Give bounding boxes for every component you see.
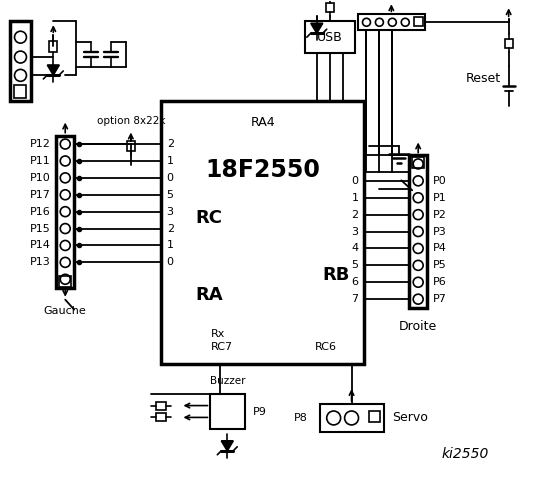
Text: RC: RC	[195, 209, 222, 227]
Text: 6: 6	[352, 277, 358, 287]
Text: P14: P14	[29, 240, 50, 251]
Text: P5: P5	[433, 260, 447, 270]
Bar	[326, 3, 333, 12]
Text: Rx: Rx	[210, 329, 225, 339]
Bar	[320, 404, 384, 432]
Text: Gauche: Gauche	[44, 306, 87, 316]
Polygon shape	[311, 23, 323, 33]
Text: P10: P10	[29, 173, 50, 183]
Text: 4: 4	[351, 243, 358, 253]
Text: P7: P7	[433, 294, 447, 304]
Bar	[161, 101, 364, 364]
Polygon shape	[48, 65, 59, 75]
Bar	[13, 85, 27, 98]
Text: P16: P16	[29, 207, 50, 216]
Text: 5: 5	[352, 260, 358, 270]
Text: 1: 1	[166, 156, 174, 166]
Text: 7: 7	[351, 294, 358, 304]
Bar	[156, 402, 166, 409]
Text: P6: P6	[433, 277, 447, 287]
Bar	[59, 276, 71, 287]
Text: 18F2550: 18F2550	[205, 158, 320, 182]
Text: option 8x22k: option 8x22k	[97, 116, 165, 126]
Text: P11: P11	[29, 156, 50, 166]
Text: 1: 1	[352, 193, 358, 203]
Text: RC6: RC6	[315, 342, 337, 352]
Bar	[127, 141, 135, 151]
Text: USB: USB	[317, 31, 342, 44]
Text: 3: 3	[166, 207, 174, 216]
Text: 3: 3	[352, 227, 358, 237]
Text: P15: P15	[29, 224, 50, 234]
Text: 0: 0	[352, 176, 358, 186]
Text: 0: 0	[166, 257, 174, 267]
Bar	[369, 411, 380, 422]
Text: RC7: RC7	[210, 342, 232, 352]
Text: RA4: RA4	[251, 116, 275, 129]
Bar	[409, 156, 427, 308]
Text: RA: RA	[195, 286, 223, 304]
Text: Droite: Droite	[399, 320, 437, 333]
Text: 5: 5	[166, 190, 174, 200]
Bar	[156, 413, 166, 421]
Text: 2: 2	[166, 224, 174, 234]
Text: Reset: Reset	[466, 72, 500, 85]
Text: P3: P3	[433, 227, 447, 237]
Text: ki2550: ki2550	[441, 447, 489, 461]
Text: P0: P0	[433, 176, 447, 186]
Bar	[9, 21, 32, 101]
Text: 1: 1	[166, 240, 174, 251]
Text: P13: P13	[29, 257, 50, 267]
Bar	[505, 39, 513, 48]
Text: 2: 2	[351, 210, 358, 220]
Text: P17: P17	[29, 190, 50, 200]
Text: P2: P2	[433, 210, 447, 220]
Text: P9: P9	[253, 407, 267, 417]
Text: P12: P12	[29, 139, 50, 149]
Bar	[414, 17, 423, 26]
Bar	[56, 136, 74, 288]
Text: RB: RB	[323, 266, 350, 284]
Text: Buzzer: Buzzer	[210, 376, 246, 386]
Text: Servo: Servo	[392, 411, 428, 424]
Text: P4: P4	[433, 243, 447, 253]
Bar	[358, 14, 425, 30]
Text: 0: 0	[166, 173, 174, 183]
Bar	[305, 21, 354, 53]
Bar	[210, 394, 245, 429]
Polygon shape	[221, 441, 233, 451]
Text: P8: P8	[294, 413, 308, 423]
Bar	[49, 41, 58, 51]
Text: P1: P1	[433, 193, 447, 203]
Bar	[412, 157, 424, 168]
Text: 2: 2	[166, 139, 174, 149]
